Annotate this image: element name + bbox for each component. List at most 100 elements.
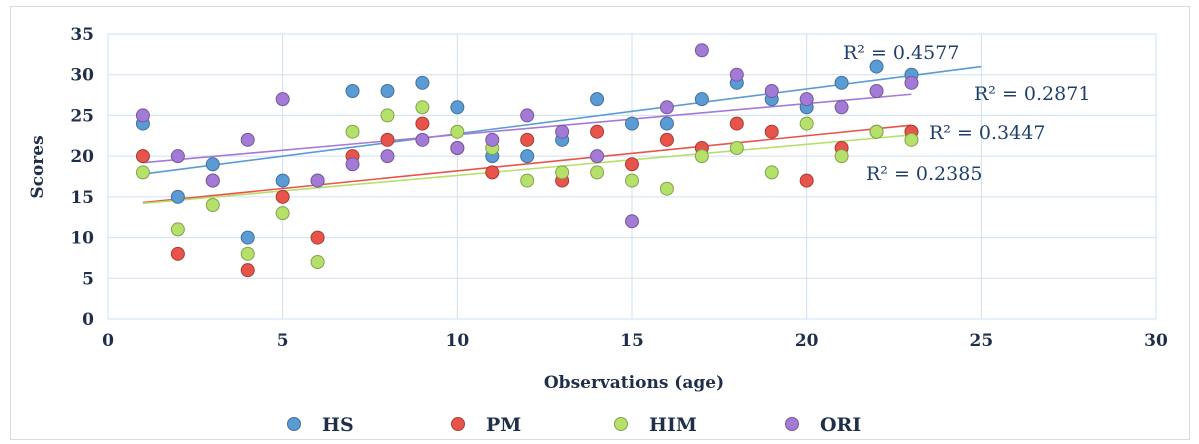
point-pm: [799, 173, 814, 188]
point-pm: [275, 189, 290, 204]
point-him: [135, 165, 150, 180]
point-hs: [625, 116, 639, 131]
y-tick-label: 25: [70, 106, 94, 126]
point-pm: [625, 157, 639, 172]
x-tick-label: 15: [620, 331, 644, 351]
legend-label-hs: HS: [322, 414, 354, 436]
legend-item-hs: HS: [287, 414, 354, 436]
legend-label-pm: PM: [486, 414, 521, 436]
point-pm: [729, 116, 744, 131]
point-ori: [450, 141, 465, 155]
r2-labels: R² = 0.4577 R² = 0.3447 R² = 0.2385 R² = 0.…: [843, 42, 1090, 185]
point-hs: [590, 92, 605, 107]
point-pm: [485, 165, 500, 180]
point-pm: [659, 132, 674, 147]
point-him: [834, 149, 849, 164]
y-tick-label: 20: [70, 147, 94, 167]
trendline-ori: [142, 93, 912, 164]
point-hs: [345, 84, 360, 98]
point-him: [205, 198, 220, 212]
point-hs: [275, 173, 290, 188]
point-him: [625, 173, 639, 188]
chart-frame: 0 5 10 15 20 25 30 35 0 5 10 15 20 25 30 R² = 0.4577 R²…: [10, 6, 1190, 440]
r2-label-hs: R² = 0.4577: [843, 42, 959, 64]
point-pm: [590, 124, 605, 139]
point-ori: [834, 100, 849, 115]
point-ori: [310, 173, 325, 188]
y-tick-label: 5: [82, 269, 94, 289]
point-him: [799, 116, 814, 131]
point-ori: [590, 149, 605, 164]
legend-item-pm: PM: [451, 414, 521, 436]
point-hs: [520, 149, 535, 164]
point-ori: [380, 149, 395, 164]
x-tick-label: 20: [795, 331, 819, 351]
y-axis-title: Scores: [28, 135, 48, 198]
point-ori: [170, 149, 185, 164]
point-ori: [555, 124, 570, 139]
point-him: [450, 124, 465, 139]
point-him: [310, 255, 325, 269]
legend-label-him: HIM: [649, 414, 697, 436]
point-him: [240, 246, 255, 261]
point-him: [555, 165, 570, 180]
point-ori: [764, 84, 779, 98]
trendline-him: [142, 134, 912, 205]
legend-item-him: HIM: [614, 414, 697, 436]
point-him: [764, 165, 779, 180]
x-tick-label: 0: [102, 331, 114, 351]
legend-marker-ori: [785, 417, 799, 431]
point-hs: [659, 116, 674, 131]
y-tick-label: 0: [82, 310, 94, 330]
point-ori: [275, 92, 290, 107]
point-pm: [240, 263, 255, 278]
y-tick-label: 35: [70, 25, 94, 45]
point-him: [869, 124, 884, 139]
point-him: [694, 149, 709, 164]
point-pm: [170, 246, 185, 261]
r2-label-him: R² = 0.2385: [866, 163, 982, 185]
point-hs: [869, 59, 884, 74]
point-him: [415, 100, 430, 115]
point-him: [520, 173, 535, 188]
point-ori: [415, 132, 430, 147]
point-ori: [240, 132, 255, 147]
point-hs: [205, 157, 220, 172]
tick-labels: 0 5 10 15 20 25 30 35 0 5 10 15 20 25 30: [70, 25, 1168, 351]
point-him: [380, 108, 395, 123]
point-him: [904, 132, 919, 147]
y-tick-label: 30: [70, 66, 94, 86]
point-pm: [520, 132, 535, 147]
point-pm: [380, 132, 395, 147]
point-pm: [135, 149, 150, 164]
x-tick-label: 25: [969, 331, 993, 351]
y-tick-label: 10: [70, 229, 94, 249]
point-hs: [415, 75, 430, 90]
r2-label-ori: R² = 0.2871: [974, 83, 1090, 105]
x-tick-label: 5: [277, 331, 289, 351]
data-points: [135, 43, 919, 278]
point-hs: [240, 230, 255, 245]
x-tick-label: 30: [1144, 331, 1168, 351]
point-ori: [135, 108, 150, 123]
point-pm: [764, 124, 779, 139]
point-ori: [869, 84, 884, 98]
legend: HS PM HIM ORI: [287, 414, 861, 436]
point-ori: [625, 214, 639, 229]
point-hs: [834, 75, 849, 90]
point-him: [659, 181, 674, 196]
point-him: [345, 124, 360, 139]
point-hs: [450, 100, 465, 115]
r2-label-pm: R² = 0.3447: [929, 122, 1045, 144]
point-him: [729, 141, 744, 155]
point-ori: [729, 67, 744, 82]
legend-marker-hs: [287, 417, 301, 431]
trendline-pm: [142, 124, 912, 204]
point-hs: [170, 189, 185, 204]
point-ori: [694, 43, 709, 58]
y-tick-label: 15: [70, 188, 94, 208]
legend-marker-him: [614, 417, 628, 431]
legend-label-ori: ORI: [820, 414, 861, 436]
point-him: [590, 165, 605, 180]
